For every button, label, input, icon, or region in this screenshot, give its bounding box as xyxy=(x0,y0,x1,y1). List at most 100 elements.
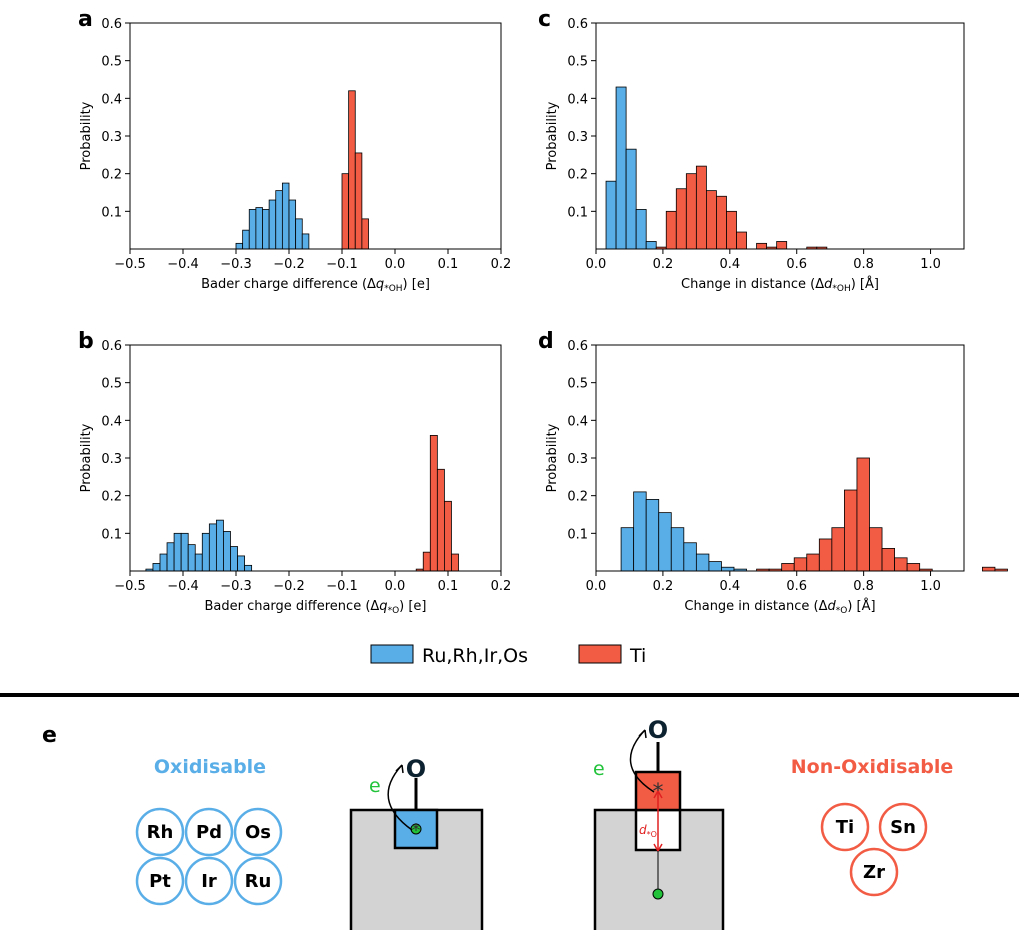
x-tick-label: 1.0 xyxy=(920,257,941,272)
histogram-bar xyxy=(818,538,833,572)
oxidisable-elements: Rh Pd Os Pt Ir Ru xyxy=(135,807,283,906)
element-circle xyxy=(849,847,899,897)
histogram-bar xyxy=(806,553,820,572)
x-tick-label: 0.1 xyxy=(438,257,459,272)
histogram-bar xyxy=(869,527,883,572)
electron-label: e xyxy=(369,775,381,797)
x-tick-label: −0.3 xyxy=(220,579,252,594)
histogram-bar xyxy=(781,563,795,572)
panel-label-e: e xyxy=(42,723,57,748)
histogram-bar xyxy=(230,546,238,572)
non-oxidisable-elements: Ti Sn Zr xyxy=(820,802,928,897)
distance-label: d*O xyxy=(639,823,657,839)
arrow-head xyxy=(638,729,647,739)
histogram-bar xyxy=(665,210,677,250)
histogram-bar xyxy=(756,242,768,250)
y-tick-label: 0.2 xyxy=(101,168,122,183)
oxidisable-title: Oxidisable xyxy=(154,756,266,778)
x-axis-label: Change in distance (Δd*OH) [Å] xyxy=(681,276,879,294)
element-circle xyxy=(135,807,185,857)
histogram-bar xyxy=(262,209,270,250)
histogram-bar xyxy=(736,231,747,250)
histogram-bar xyxy=(726,210,737,250)
legend-label-ru-group: Ru,Rh,Ir,Os xyxy=(422,645,528,667)
element-circle xyxy=(135,856,185,906)
y-tick-label: 0.3 xyxy=(567,130,588,145)
histogram-bar xyxy=(208,523,217,572)
electron-dot xyxy=(652,888,664,900)
x-tick-label: −0.2 xyxy=(273,579,305,594)
y-tick-label: 0.6 xyxy=(567,17,588,32)
y-tick-label: 0.1 xyxy=(567,205,588,220)
histogram-bar xyxy=(295,218,303,250)
histogram-bar xyxy=(159,553,168,572)
x-tick-label: 0.0 xyxy=(385,579,406,594)
legend-label-ti: Ti xyxy=(629,645,646,667)
y-axis-label: Probability xyxy=(545,423,560,492)
y-tick-label: 0.5 xyxy=(567,377,588,392)
histogram-bar xyxy=(844,489,858,572)
x-tick-label: 0.2 xyxy=(653,579,674,594)
element-label: Ti xyxy=(836,817,854,838)
y-tick-label: 0.6 xyxy=(101,17,122,32)
y-tick-label: 0.5 xyxy=(101,55,122,70)
histogram-bar xyxy=(635,209,647,250)
legend-swatch-ti xyxy=(578,644,622,664)
element-label: Os xyxy=(245,822,271,843)
histogram-bar xyxy=(645,499,660,572)
x-tick-label: 0.4 xyxy=(719,257,740,272)
y-tick-label: 0.3 xyxy=(567,452,588,467)
histogram-bar xyxy=(620,527,635,572)
x-tick-label: −0.2 xyxy=(273,257,305,272)
histogram-bar xyxy=(451,553,459,572)
histogram-bar xyxy=(982,566,996,572)
x-tick-label: 0.8 xyxy=(853,579,874,594)
histogram-bar xyxy=(341,173,350,250)
histogram-bar xyxy=(994,568,1008,572)
x-tick-label: −0.5 xyxy=(114,257,146,272)
histogram-bar xyxy=(223,531,231,572)
element-label: Ir xyxy=(201,871,217,892)
plot-frame xyxy=(595,22,965,250)
histogram-bar xyxy=(166,542,175,572)
histogram-bar xyxy=(625,148,637,250)
arrow-head xyxy=(395,764,404,774)
histogram-bar xyxy=(658,512,672,572)
y-tick-label: 0.5 xyxy=(567,55,588,70)
x-tick-label: 0.6 xyxy=(786,257,807,272)
x-tick-label: −0.1 xyxy=(326,257,358,272)
x-tick-label: 0.8 xyxy=(853,257,874,272)
histogram-bar xyxy=(429,434,438,572)
histogram-bar xyxy=(281,182,290,250)
histogram-bar xyxy=(793,557,808,572)
x-axis-label: Bader charge difference (Δq*O) [e] xyxy=(204,599,426,616)
x-tick-label: −0.5 xyxy=(114,579,146,594)
legend-swatch-ru-group xyxy=(370,644,414,664)
x-tick-label: 0.2 xyxy=(491,579,512,594)
histogram-bar xyxy=(683,542,697,572)
x-tick-label: 0.1 xyxy=(438,579,459,594)
plot-frame xyxy=(129,22,502,250)
x-tick-label: −0.4 xyxy=(167,257,199,272)
histogram-bar xyxy=(215,519,224,572)
element-label: Pd xyxy=(196,822,222,843)
histogram-bar xyxy=(237,555,245,572)
y-tick-label: 0.1 xyxy=(101,205,122,220)
histogram-b: −0.5 −0.4 −0.3 −0.2 −0.1 0.0 0.1 0.2 0.1 0.2 0.3 0.… xyxy=(79,339,511,616)
y-tick-label: 0.3 xyxy=(101,452,122,467)
histogram-bar xyxy=(268,199,277,250)
electron-marker: * xyxy=(412,820,421,841)
histogram-bar xyxy=(831,527,845,572)
histogram-bar xyxy=(436,468,445,572)
y-axis-label: Probability xyxy=(79,101,94,170)
y-tick-label: 0.1 xyxy=(567,527,588,542)
histogram-bar xyxy=(716,195,727,250)
histogram-bar xyxy=(721,566,735,572)
histogram-bar xyxy=(670,527,685,572)
histogram-bar xyxy=(856,457,870,572)
histogram-bar xyxy=(235,242,244,250)
histogram-bar xyxy=(248,209,257,250)
non-oxidisable-title: Non-Oxidisable xyxy=(791,756,954,778)
element-circle xyxy=(878,802,928,852)
histogram-bar xyxy=(615,86,627,250)
